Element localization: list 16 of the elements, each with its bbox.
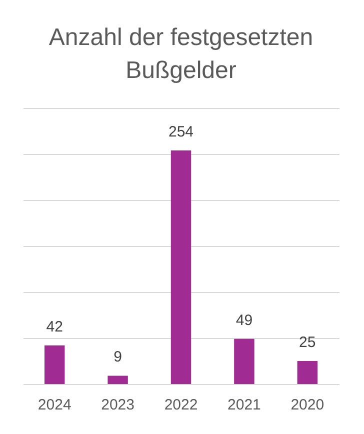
chart-title: Anzahl der festgesetzten Bußgelder [48, 24, 314, 84]
x-tick-label: 2021 [228, 396, 261, 414]
bar [234, 338, 254, 384]
bar [108, 376, 128, 384]
x-tick-label: 2023 [101, 396, 134, 414]
x-tick-label: 2024 [38, 396, 72, 414]
x-tick-label: 2020 [290, 396, 324, 414]
data-label: 254 [168, 123, 194, 140]
x-tick-label: 2022 [164, 396, 198, 414]
bar [297, 361, 318, 384]
data-label: 9 [114, 348, 122, 366]
data-label: 49 [236, 312, 253, 329]
data-label: 25 [299, 334, 316, 351]
data-label: 42 [46, 318, 63, 336]
bar [44, 345, 65, 384]
bar [170, 150, 192, 384]
